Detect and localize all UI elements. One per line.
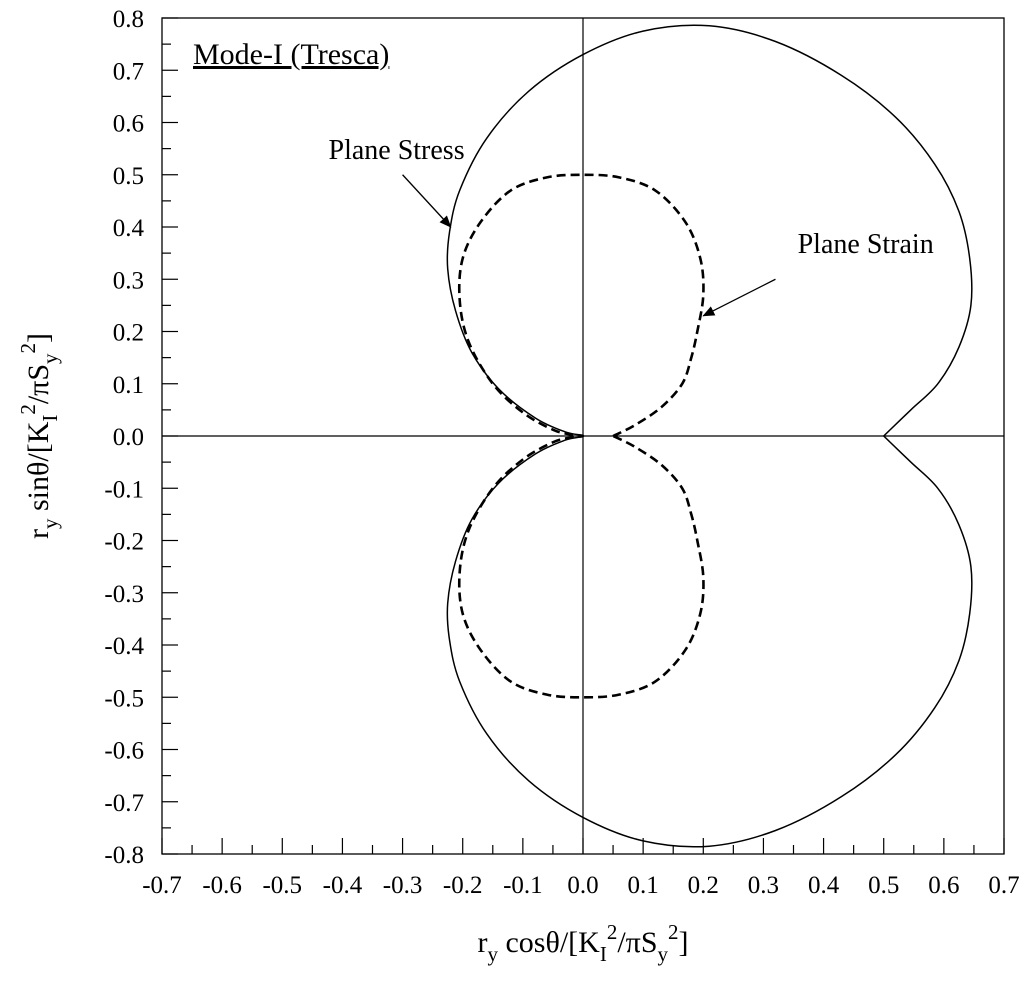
annotation-layer: Plane Stress Plane Strain xyxy=(329,135,934,317)
y-label-r: r xyxy=(22,529,55,539)
y-label-s-sup: 2 xyxy=(16,343,40,354)
y-tick-label: -0.6 xyxy=(104,738,144,765)
x-tick-label: 0.7 xyxy=(988,872,1019,899)
y-label-mid2: /πS xyxy=(22,364,55,404)
x-tick-label: -0.7 xyxy=(142,872,182,899)
x-tick-label: -0.4 xyxy=(323,872,363,899)
y-tick-labels: 0.8 0.7 0.6 0.5 0.4 0.3 0.2 0.1 0.0 -0.1 -0.2 -0.3 -… xyxy=(104,6,144,869)
x-label-k-sup: 2 xyxy=(607,920,618,944)
y-tick-label: 0.8 xyxy=(113,6,144,33)
x-tick-label: -0.1 xyxy=(503,872,543,899)
x-tick-label: -0.3 xyxy=(383,872,423,899)
y-label-s-sub: y xyxy=(38,353,62,364)
x-tick-label: -0.5 xyxy=(262,872,302,899)
x-tick-label: 0.4 xyxy=(808,872,840,899)
y-axis-label: ry sinθ/[KI2/πSy2] xyxy=(16,333,62,539)
x-axis-label: ry cosθ/[KI2/πSy2] xyxy=(477,920,688,966)
series-layer xyxy=(446,24,973,848)
y-tick-label: -0.8 xyxy=(104,842,144,869)
y-tick-label: 0.7 xyxy=(113,58,144,85)
x-label-s-sub: y xyxy=(658,942,669,966)
y-label-r-sub: y xyxy=(38,518,62,529)
y-tick-label: -0.3 xyxy=(104,581,144,608)
annotation-arrow-plane-strain xyxy=(702,278,776,317)
x-label-mid2: /πS xyxy=(617,926,657,959)
y-label-k-sup: 2 xyxy=(16,404,40,415)
y-tick-label: 0.6 xyxy=(113,111,144,138)
y-tick-label: 0.2 xyxy=(113,320,144,347)
x-tick-label: 0.1 xyxy=(628,872,659,899)
x-tick-label: -0.6 xyxy=(202,872,242,899)
y-tick-label: 0.0 xyxy=(113,424,144,451)
x-tick-label: 0.3 xyxy=(748,872,779,899)
y-tick-label: -0.7 xyxy=(104,790,144,817)
y-label-mid: sinθ/[K xyxy=(22,421,55,518)
x-label-end: ] xyxy=(679,926,689,959)
x-label-s-sup: 2 xyxy=(668,920,679,944)
x-label-r-sub: y xyxy=(487,942,498,966)
x-label-mid: cosθ/[K xyxy=(498,926,600,959)
x-tick-label: 0.0 xyxy=(567,872,598,899)
annotation-plane-stress: Plane Stress xyxy=(329,135,465,166)
x-label-k-sub: I xyxy=(600,942,607,966)
chart-title: Mode-I (Tresca) xyxy=(193,38,389,71)
y-tick-label: 0.5 xyxy=(113,163,144,190)
series-plane-strain-curve xyxy=(457,173,705,699)
x-tick-labels: -0.7 -0.6 -0.5 -0.4 -0.3 -0.2 -0.1 0.0 0.1 0.2 0.3… xyxy=(142,872,1019,899)
y-tick-label: 0.3 xyxy=(113,267,144,294)
y-label-k-sub: I xyxy=(38,415,62,422)
y-tick-label: 0.1 xyxy=(113,372,144,399)
y-tick-label: -0.4 xyxy=(104,633,144,660)
x-label-r: r xyxy=(477,926,487,959)
y-tick-label: -0.1 xyxy=(104,476,144,503)
y-tick-label: -0.2 xyxy=(104,529,144,556)
y-tick-label: 0.4 xyxy=(113,215,145,242)
annotation-arrow-plane-stress xyxy=(402,174,452,228)
x-tick-label: 0.2 xyxy=(688,872,719,899)
tick-marks xyxy=(161,17,1005,855)
y-tick-label: -0.5 xyxy=(104,685,144,712)
x-tick-label: -0.2 xyxy=(443,872,483,899)
annotation-plane-strain: Plane Strain xyxy=(798,229,934,260)
x-tick-label: 0.6 xyxy=(928,872,959,899)
x-tick-label: 0.5 xyxy=(868,872,899,899)
y-label-end: ] xyxy=(22,333,55,343)
